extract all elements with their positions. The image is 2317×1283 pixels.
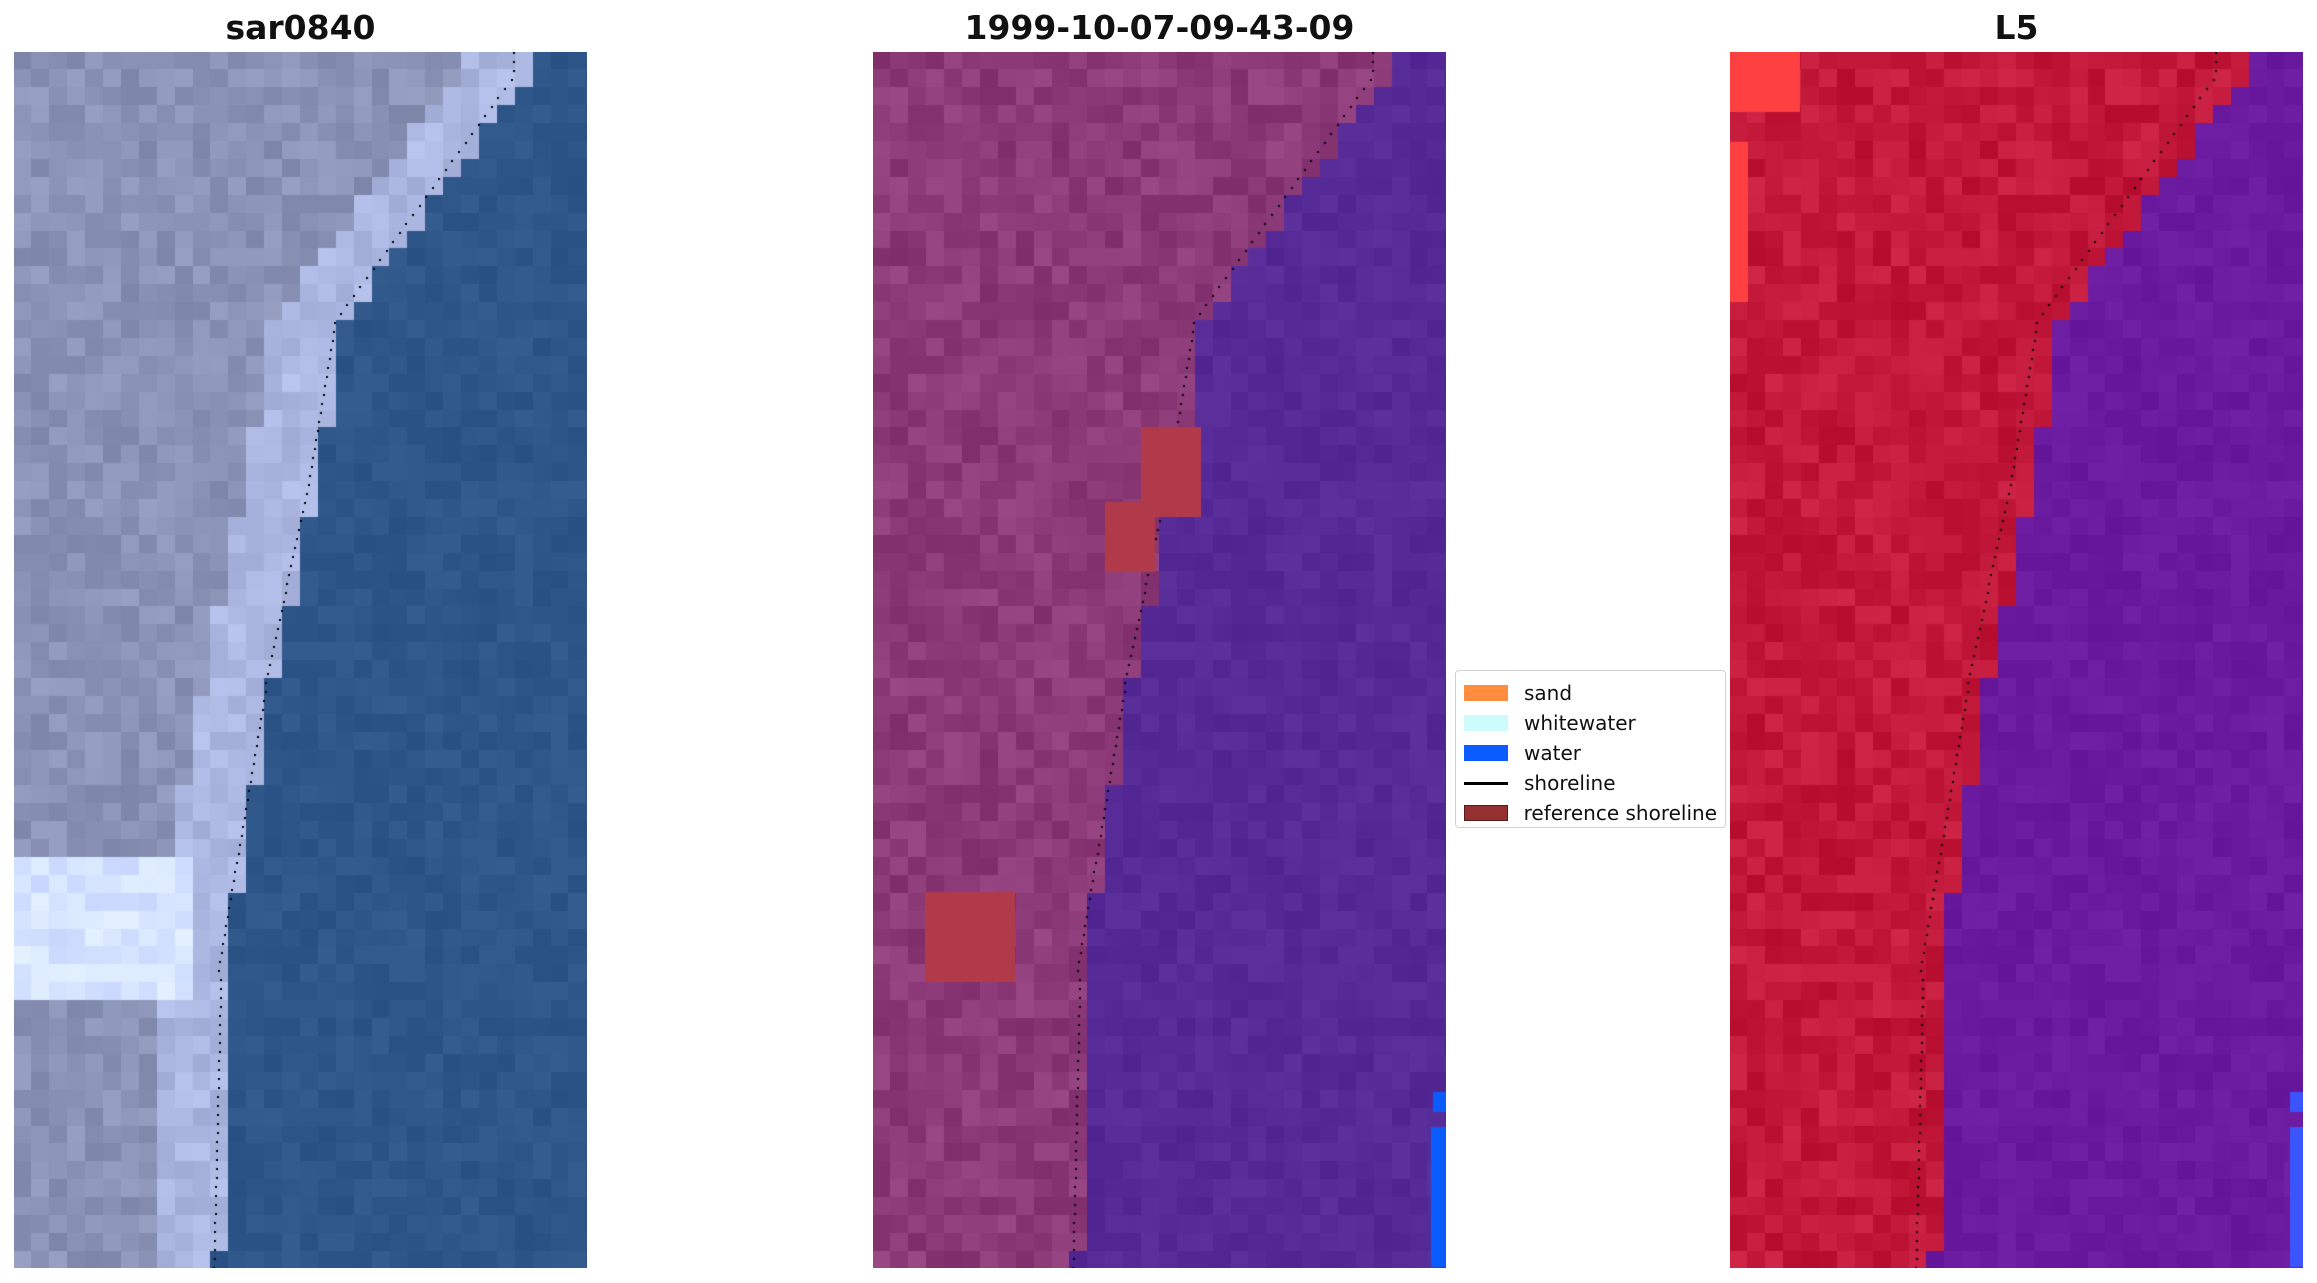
legend-label: whitewater — [1524, 711, 1636, 735]
legend-item-reference-shoreline: reference shoreline — [1464, 798, 1717, 828]
index-image-panel — [1730, 52, 2303, 1268]
reference-shoreline-swatch — [1464, 805, 1508, 821]
legend: sand whitewater water shoreline referenc… — [1455, 670, 1726, 828]
classification-image-panel — [873, 52, 1446, 1268]
legend-item-sand: sand — [1464, 678, 1717, 708]
legend-item-water: water — [1464, 738, 1717, 768]
legend-label: sand — [1524, 681, 1573, 705]
legend-item-shoreline: shoreline — [1464, 768, 1717, 798]
legend-label: shoreline — [1524, 771, 1616, 795]
classification-image — [873, 52, 1446, 1268]
panel-title-rgb: sar0840 — [225, 8, 376, 47]
shoreline-line-swatch — [1464, 781, 1508, 785]
legend-label: water — [1524, 741, 1581, 765]
rgb-image-panel — [14, 52, 587, 1268]
water-swatch — [1464, 745, 1508, 761]
rgb-image — [14, 52, 587, 1268]
sand-swatch — [1464, 685, 1508, 701]
index-image — [1730, 52, 2303, 1268]
whitewater-swatch — [1464, 715, 1508, 731]
legend-item-whitewater: whitewater — [1464, 708, 1717, 738]
panel-title-classification: 1999-10-07-09-43-09 — [964, 8, 1355, 47]
legend-label: reference shoreline — [1523, 801, 1717, 825]
panel-title-index: L5 — [1994, 8, 2039, 47]
